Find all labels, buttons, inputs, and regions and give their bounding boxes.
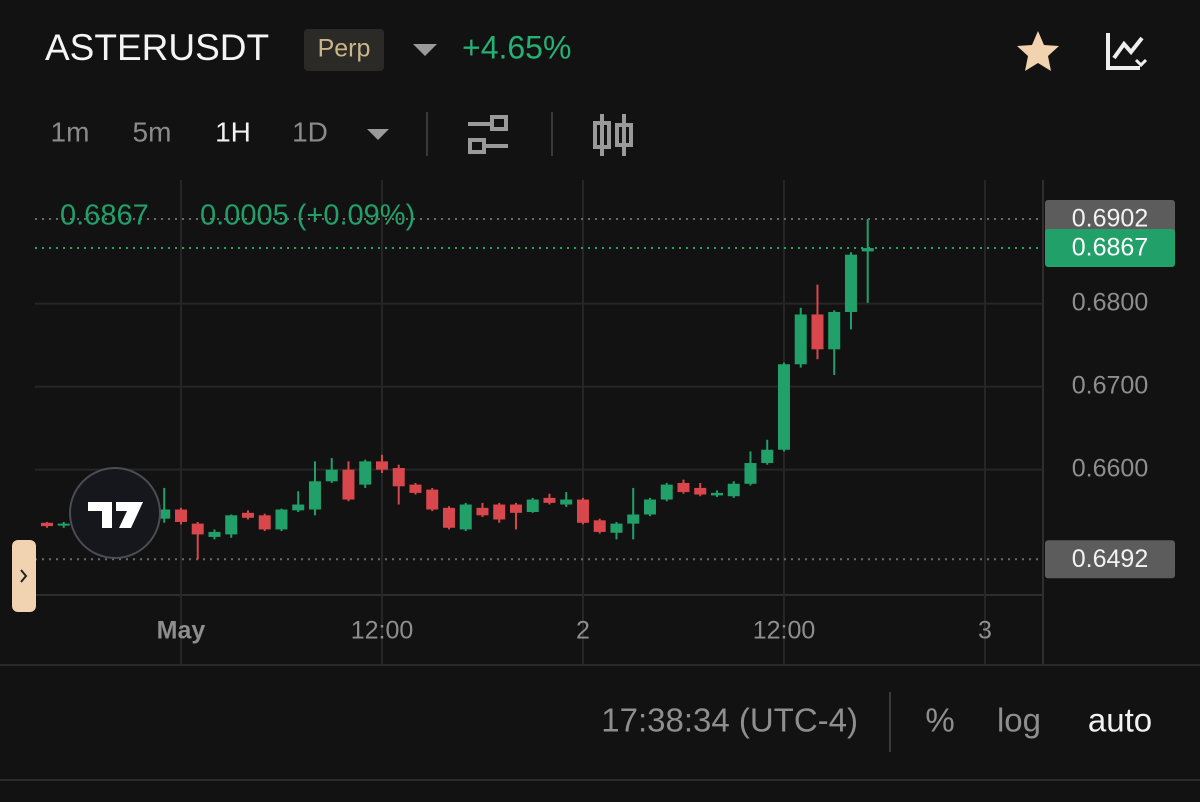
indicator-icon[interactable]	[1106, 33, 1148, 70]
candle-body	[325, 469, 338, 482]
time: 17:38:34 (UTC-4)	[601, 702, 858, 739]
candle-body	[208, 531, 221, 537]
y-tick-label: 0.6700	[1072, 371, 1148, 399]
candle-body	[593, 520, 606, 532]
candle-body	[794, 314, 807, 365]
candle-body	[308, 481, 321, 510]
candle-body	[543, 497, 556, 503]
x-tick-label: 3	[978, 617, 992, 645]
y-tick-label: 0.6600	[1072, 454, 1148, 482]
candle-body	[761, 449, 774, 464]
interval[interactable]: 5m	[133, 116, 172, 147]
low-marker-label: 0.6492	[1072, 545, 1148, 573]
candle-body	[677, 482, 690, 493]
candle-body	[777, 364, 790, 450]
candle-body	[493, 504, 506, 520]
candle-body	[844, 254, 857, 312]
x-tick-label: May	[157, 617, 206, 645]
candle-body	[191, 523, 204, 535]
high-marker-box	[1045, 200, 1175, 239]
candle-body	[359, 461, 372, 485]
candle-body	[509, 504, 522, 513]
candle-body	[442, 507, 455, 528]
symbol-dropdown[interactable]	[413, 44, 437, 56]
candle-body	[727, 483, 740, 497]
high-marker-label: 0.6902	[1072, 205, 1148, 233]
candle-body	[576, 499, 589, 523]
low-marker-box	[1045, 540, 1175, 579]
legend-change: 0.0005 (+0.09%)	[200, 200, 415, 232]
badge: Perp	[318, 35, 371, 63]
interval[interactable]: 1D	[292, 116, 328, 147]
candle-body	[241, 512, 254, 518]
badge-bg	[304, 29, 384, 71]
legend-close: 0.6867	[60, 200, 149, 232]
interval[interactable]: 1m	[51, 116, 90, 147]
side-panel-toggle[interactable]	[12, 540, 36, 612]
candle-body	[375, 461, 388, 470]
candle-body	[828, 311, 841, 350]
candle-body	[57, 523, 70, 526]
y-tick-label: 0.6800	[1072, 288, 1148, 316]
candle-body	[526, 499, 539, 512]
x-tick-label: 2	[576, 617, 590, 645]
candle-body	[342, 469, 355, 500]
scale-option[interactable]: %	[925, 702, 954, 739]
interval[interactable]: 1H	[215, 116, 251, 147]
scale-option[interactable]: log	[997, 702, 1041, 739]
last-marker-box	[1045, 229, 1175, 268]
candle-body	[643, 499, 656, 515]
candle-body	[392, 468, 405, 487]
x-tick-label: 12:00	[351, 617, 414, 645]
candle-body	[694, 487, 707, 495]
candle-body	[275, 509, 288, 530]
chart-type-icon[interactable]	[593, 114, 633, 156]
candle-body	[610, 523, 623, 533]
settings-icon[interactable]	[468, 115, 508, 154]
scale-option[interactable]: auto	[1088, 702, 1152, 739]
candle-body	[225, 515, 238, 535]
candle-body	[744, 463, 757, 484]
tradingview-logo[interactable]	[69, 467, 161, 559]
candle-body	[174, 509, 187, 522]
candle-body	[861, 248, 874, 252]
last-marker-label: 0.6867	[1072, 234, 1148, 262]
x-tick-label: 12:00	[753, 617, 816, 645]
candle-body	[258, 515, 271, 530]
candle-body	[409, 484, 422, 493]
candle-body	[627, 514, 640, 524]
side-panel-arrow	[20, 569, 28, 583]
candle-body	[660, 484, 673, 500]
candle-body	[459, 504, 472, 530]
candle-body	[476, 507, 489, 516]
interval-dropdown[interactable]	[367, 129, 389, 140]
candle-body	[560, 499, 573, 505]
symbol[interactable]: ASTERUSDT	[45, 27, 269, 68]
candle-body	[158, 509, 171, 519]
candle-body	[292, 504, 305, 511]
candle-body	[710, 492, 723, 496]
candle-body	[40, 522, 53, 527]
favorite-icon[interactable]	[1017, 31, 1059, 71]
candle-body	[811, 314, 824, 350]
change: +4.65%	[462, 29, 571, 65]
candle-body	[426, 489, 439, 510]
